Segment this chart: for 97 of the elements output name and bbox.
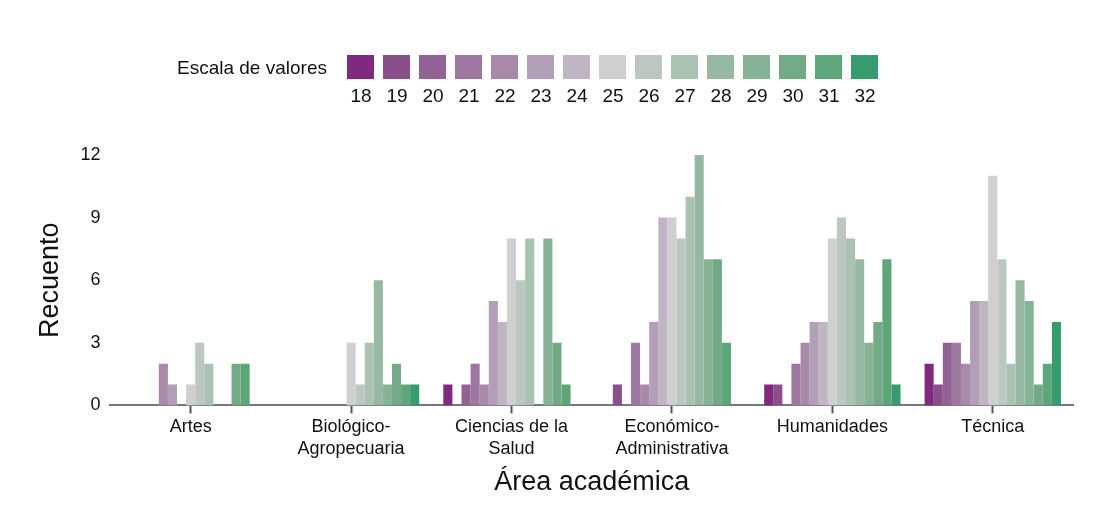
bar (1033, 384, 1043, 406)
x-tick-label: Artes (169, 416, 212, 437)
bar (703, 259, 713, 406)
bar (470, 363, 480, 406)
bar (721, 342, 732, 406)
bar (685, 196, 695, 406)
bar (382, 384, 392, 406)
bar (186, 384, 196, 406)
x-tick-label: Biológico-Agropecuaria (297, 416, 406, 458)
bar (873, 321, 883, 406)
legend-label: 23 (530, 85, 552, 107)
legend-label: 31 (818, 85, 840, 107)
bar (561, 384, 571, 406)
x-tick-label: Técnica (961, 416, 1026, 437)
bar (988, 175, 998, 406)
bar (195, 342, 205, 406)
y-tick-label: 12 (80, 143, 101, 164)
bar (391, 363, 402, 406)
bar (712, 259, 722, 406)
y-tick-label: 6 (90, 269, 101, 290)
bar (764, 384, 774, 406)
bar (855, 259, 865, 406)
legend-label: 29 (746, 85, 768, 107)
bar (443, 384, 453, 406)
bar (461, 384, 471, 406)
bar (649, 321, 659, 406)
legend-label: 26 (638, 85, 660, 107)
bar (942, 342, 952, 406)
bar (951, 342, 961, 406)
bar (410, 384, 420, 406)
legend-label: 18 (350, 85, 372, 107)
bar (1006, 363, 1016, 406)
x-tick-label: Económico-Administrativa (615, 416, 730, 458)
bar (676, 238, 686, 406)
bar (667, 217, 677, 406)
bar (640, 384, 650, 406)
y-tick-label: 9 (90, 206, 101, 227)
bar (694, 155, 704, 406)
bar (933, 384, 943, 406)
legend-label: 19 (386, 85, 408, 107)
bar (827, 238, 837, 406)
x-tick-label: Ciencias de la Salud (454, 416, 570, 458)
y-axis-title: Recuento (33, 222, 64, 338)
bar (231, 363, 241, 406)
bar (891, 384, 901, 406)
bar (658, 217, 668, 406)
bar (845, 238, 856, 406)
legend-label: 21 (458, 85, 480, 107)
bar (552, 342, 562, 406)
bar (836, 217, 846, 406)
legend-label: 28 (710, 85, 732, 107)
bar (401, 384, 411, 406)
bar (346, 342, 356, 406)
bar (543, 238, 553, 406)
bar (631, 342, 641, 406)
legend-label: 27 (674, 85, 696, 107)
bar (882, 259, 892, 406)
bar (167, 384, 177, 406)
legend-label: 22 (494, 85, 516, 107)
legend-label: 25 (602, 85, 624, 107)
bar (488, 301, 498, 406)
bar (1051, 321, 1061, 406)
x-tick-label: Humanidades (776, 416, 888, 437)
legend-title: Escala de valores (177, 56, 327, 80)
bar (204, 363, 214, 406)
bar (960, 363, 971, 406)
bar (979, 301, 989, 406)
legend-label: 30 (782, 85, 804, 107)
bar (506, 238, 517, 406)
legend-label: 32 (854, 85, 876, 107)
legend-label: 20 (422, 85, 444, 107)
bar (516, 280, 526, 406)
bar (1015, 280, 1025, 406)
x-axis-title: Área académica (494, 466, 691, 497)
bar (355, 384, 365, 406)
bar (1024, 301, 1034, 406)
bar (158, 363, 168, 406)
bar (612, 384, 622, 406)
bar (240, 363, 250, 406)
bar (800, 342, 810, 406)
bar (773, 384, 783, 406)
bar (479, 384, 489, 406)
bar (791, 363, 801, 406)
bar (364, 342, 374, 406)
bar (997, 259, 1007, 406)
legend-label: 24 (566, 85, 588, 107)
bar (525, 238, 535, 406)
bar (818, 321, 828, 406)
bar (1042, 363, 1052, 406)
bar (497, 321, 507, 406)
y-tick-label: 3 (90, 331, 101, 352)
y-tick-label: 0 (90, 394, 101, 415)
bar (864, 342, 874, 406)
bar (809, 321, 819, 406)
bar (970, 301, 980, 406)
bar (924, 363, 934, 406)
bar (373, 280, 383, 406)
